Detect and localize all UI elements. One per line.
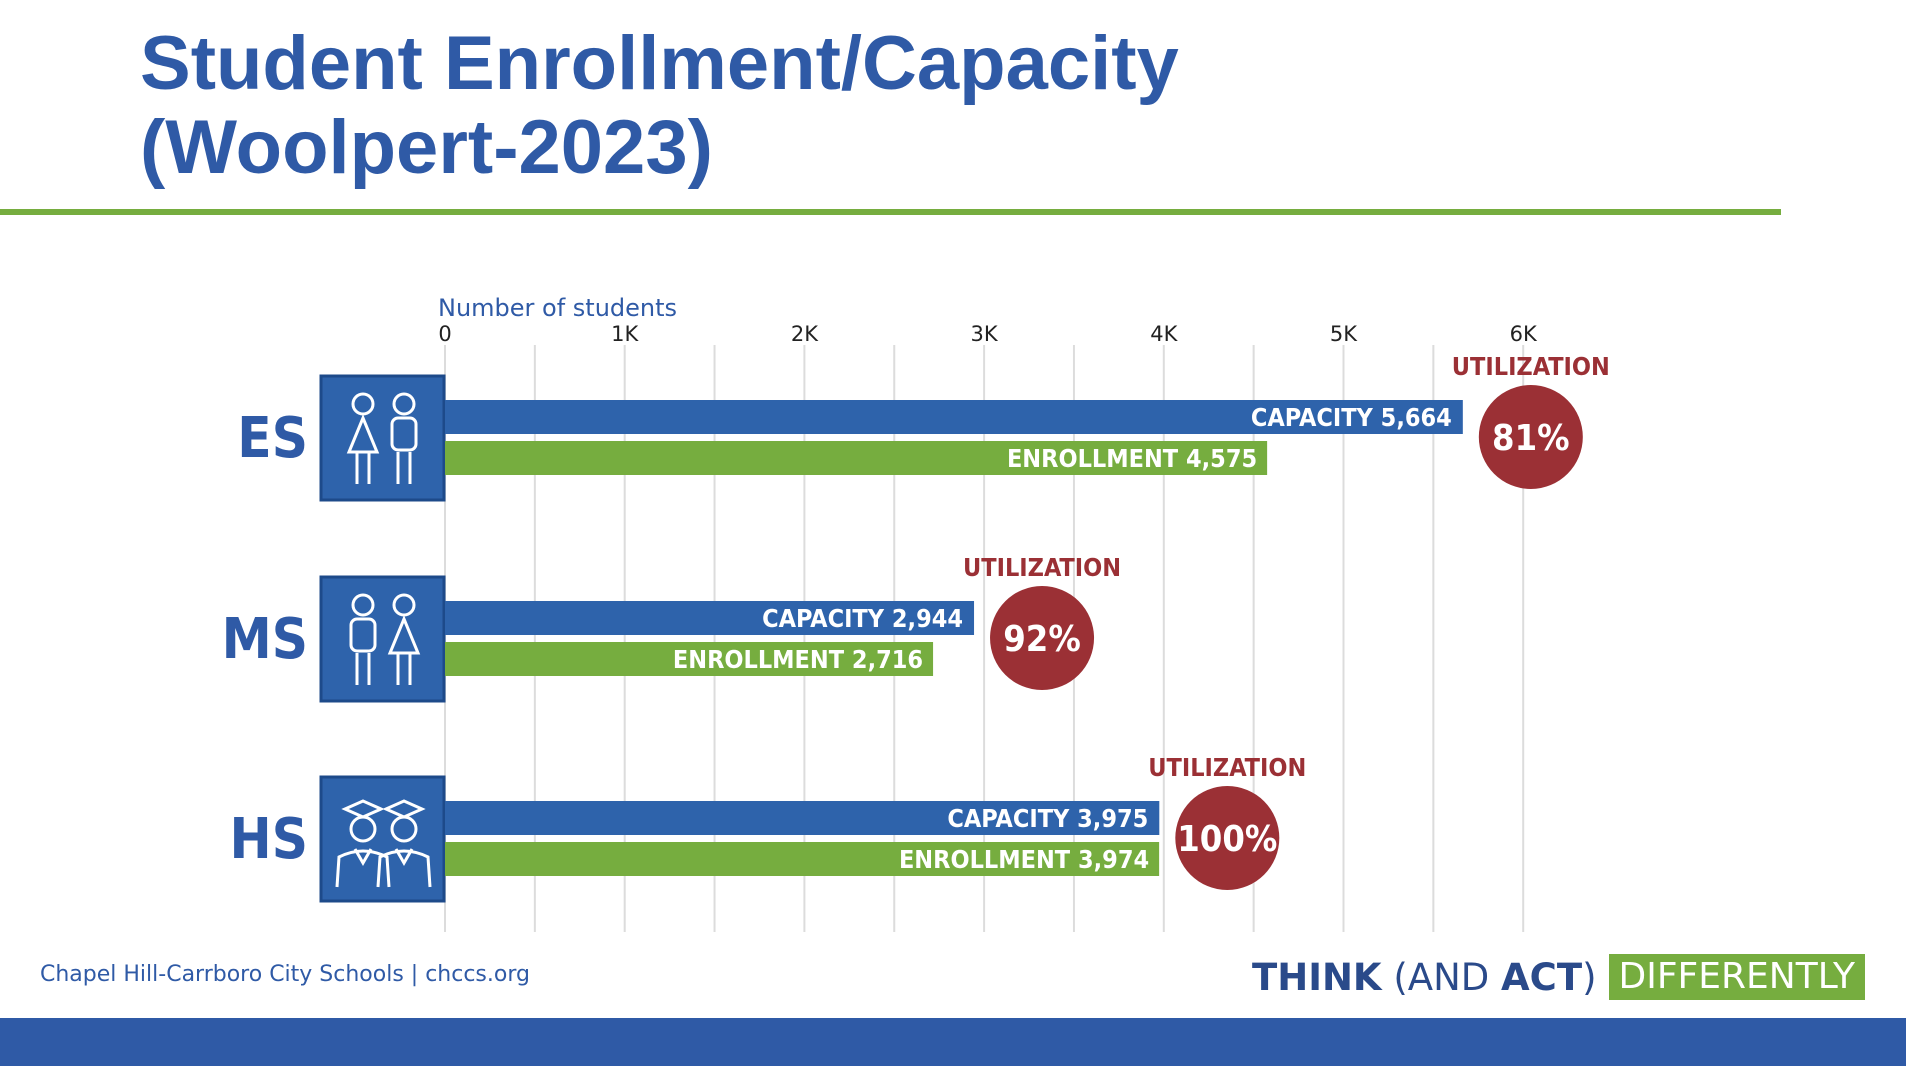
tick-label: 4K <box>1150 322 1178 346</box>
capacity-bar <box>445 400 1463 434</box>
enrollment-bar <box>445 441 1268 475</box>
capacity-label: CAPACITY 2,944 <box>762 604 963 633</box>
category-label: HS <box>230 807 308 872</box>
tagline-differently: DIFFERENTLY <box>1608 954 1865 1000</box>
enrollment-label: ENROLLMENT 4,575 <box>1007 444 1257 473</box>
tick-label: 3K <box>971 322 999 346</box>
enrollment-label: ENROLLMENT 2,716 <box>673 645 923 674</box>
elementary-students-icon-glyph <box>346 392 418 484</box>
utilization-value: 92% <box>1003 619 1081 660</box>
capacity-bar <box>445 601 975 635</box>
category-label: MS <box>222 607 308 672</box>
utilization-value: 81% <box>1492 418 1570 459</box>
enrollment-bar <box>445 842 1160 876</box>
capacity-label: CAPACITY 3,975 <box>947 804 1148 833</box>
utilization-label: UTILIZATION <box>1148 753 1306 782</box>
category-label: ES <box>237 406 308 471</box>
utilization-circle <box>1175 786 1280 890</box>
title-divider <box>0 209 1781 215</box>
utilization-circle <box>1478 385 1583 489</box>
tick-label: 5K <box>1330 322 1358 346</box>
tick-label: 1K <box>611 322 639 346</box>
tick-label: 0 <box>438 322 451 346</box>
utilization-label: UTILIZATION <box>963 553 1121 582</box>
tagline-think: THINK <box>1252 955 1382 999</box>
tagline-open: (AND <box>1381 955 1502 999</box>
middle-students-icon <box>319 575 446 703</box>
enrollment-label: ENROLLMENT 3,974 <box>899 845 1149 874</box>
tick-label: 2K <box>791 322 819 346</box>
title-line-2: (Woolpert-2023) <box>140 105 713 190</box>
axis-title: Number of students <box>438 294 677 322</box>
elementary-students-icon <box>319 374 446 502</box>
footer-band <box>0 1018 1906 1066</box>
utilization-label: UTILIZATION <box>1452 352 1610 381</box>
tick-label: 6K <box>1510 322 1538 346</box>
graduate-students-icon <box>319 775 446 903</box>
title-line-1: Student Enrollment/Capacity <box>140 21 1179 106</box>
graduate-students-icon-glyph <box>335 799 432 888</box>
utilization-circle <box>990 586 1095 690</box>
capacity-bar <box>445 801 1160 835</box>
tagline-act: ACT <box>1501 955 1583 999</box>
page-title: Student Enrollment/Capacity (Woolpert-20… <box>140 22 1640 190</box>
capacity-label: CAPACITY 5,664 <box>1251 403 1452 432</box>
tagline-close: ) <box>1582 955 1597 999</box>
tagline: THINK (AND ACT ) DIFFERENTLY <box>1252 954 1865 1000</box>
footer-text: Chapel Hill-Carrboro City Schools | chcc… <box>40 962 530 987</box>
middle-students-icon-glyph <box>349 593 421 685</box>
enrollment-bar <box>445 642 934 676</box>
utilization-value: 100% <box>1177 819 1277 860</box>
